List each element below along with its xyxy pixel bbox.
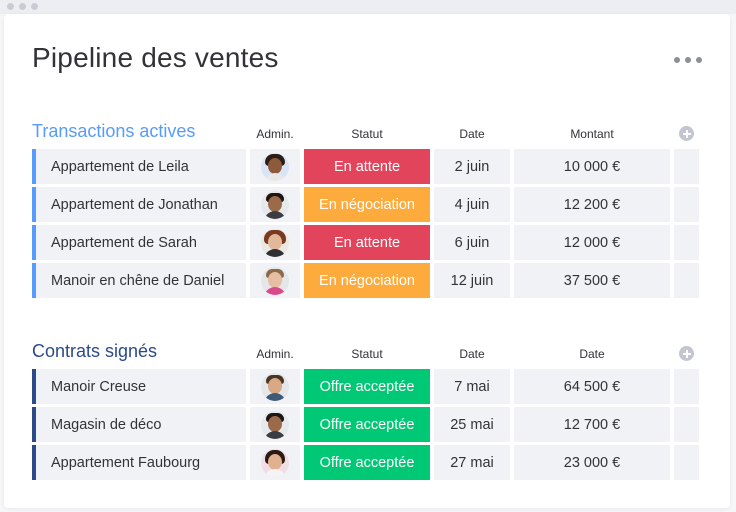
group-title[interactable]: Contrats signés: [32, 341, 158, 361]
date-cell[interactable]: 7 mai: [434, 369, 510, 404]
empty-cell[interactable]: [674, 187, 699, 222]
window-titlebar: [0, 0, 736, 14]
amount-cell[interactable]: 64 500 €: [514, 369, 670, 404]
avatar-woman-dark-hair-icon: [261, 448, 289, 477]
add-column-icon[interactable]: [679, 346, 694, 361]
table-row[interactable]: Appartement Faubourg Offre acceptée 27 m…: [0, 445, 736, 480]
amount-cell[interactable]: 10 000 €: [514, 149, 670, 184]
date-cell[interactable]: 27 mai: [434, 445, 510, 480]
empty-cell[interactable]: [674, 369, 699, 404]
table-row[interactable]: Appartement de Leila En attente 2 juin 1…: [0, 149, 736, 184]
column-header-amount[interactable]: Montant: [570, 127, 614, 141]
avatar-man-beard-icon: [261, 190, 289, 219]
admin-cell[interactable]: [250, 445, 300, 480]
avatar-woman-red-hair-icon: [261, 228, 289, 257]
status-label[interactable]: En négociation: [304, 187, 430, 222]
amount-cell[interactable]: 37 500 €: [514, 263, 670, 298]
admin-cell[interactable]: [250, 149, 300, 184]
avatar-man-short-hair-icon: [261, 372, 289, 401]
admin-cell[interactable]: [250, 263, 300, 298]
column-header-amount[interactable]: Date: [579, 347, 605, 361]
admin-cell[interactable]: [250, 225, 300, 260]
avatar-woman-curly-icon: [261, 152, 289, 181]
status-label[interactable]: En attente: [304, 149, 430, 184]
status-label[interactable]: Offre acceptée: [304, 407, 430, 442]
item-name[interactable]: Magasin de déco: [32, 407, 246, 442]
empty-cell[interactable]: [674, 149, 699, 184]
amount-cell[interactable]: 23 000 €: [514, 445, 670, 480]
item-name[interactable]: Appartement de Sarah: [32, 225, 246, 260]
status-label[interactable]: Offre acceptée: [304, 445, 430, 480]
window-dot-icon[interactable]: [7, 3, 14, 10]
add-column-icon[interactable]: [679, 126, 694, 141]
empty-cell[interactable]: [674, 263, 699, 298]
status-label[interactable]: Offre acceptée: [304, 369, 430, 404]
amount-cell[interactable]: 12 000 €: [514, 225, 670, 260]
empty-cell[interactable]: [674, 445, 699, 480]
amount-cell[interactable]: 12 200 €: [514, 187, 670, 222]
column-header-status[interactable]: Statut: [351, 127, 383, 141]
date-cell[interactable]: 4 juin: [434, 187, 510, 222]
table-row[interactable]: Magasin de déco Offre acceptée 25 mai 12…: [0, 407, 736, 442]
status-label[interactable]: En attente: [304, 225, 430, 260]
table-row[interactable]: Appartement de Jonathan En négociation 4…: [0, 187, 736, 222]
column-header-admin[interactable]: Admin.: [256, 127, 294, 141]
page-title: Pipeline des ventes: [32, 42, 279, 73]
empty-cell[interactable]: [674, 225, 699, 260]
window-dot-icon[interactable]: [19, 3, 26, 10]
empty-cell[interactable]: [674, 407, 699, 442]
item-name[interactable]: Appartement de Leila: [32, 149, 246, 184]
date-cell[interactable]: 25 mai: [434, 407, 510, 442]
window-dot-icon[interactable]: [31, 3, 38, 10]
date-cell[interactable]: 12 juin: [434, 263, 510, 298]
group-title[interactable]: Transactions actives: [32, 121, 196, 141]
item-name[interactable]: Manoir Creuse: [32, 369, 246, 404]
avatar-man-beard-icon: [261, 410, 289, 439]
item-name[interactable]: Manoir en chêne de Daniel: [32, 263, 246, 298]
avatar-man-light-hair-icon: [261, 266, 289, 295]
table-row[interactable]: Appartement de Sarah En attente 6 juin 1…: [0, 225, 736, 260]
date-cell[interactable]: 6 juin: [434, 225, 510, 260]
item-name[interactable]: Appartement de Jonathan: [32, 187, 246, 222]
column-header-admin[interactable]: Admin.: [256, 347, 294, 361]
table-row[interactable]: Manoir en chêne de Daniel En négociation…: [0, 263, 736, 298]
column-header-date[interactable]: Date: [459, 127, 485, 141]
admin-cell[interactable]: [250, 187, 300, 222]
date-cell[interactable]: 2 juin: [434, 149, 510, 184]
more-options-icon[interactable]: [674, 52, 702, 68]
status-label[interactable]: En négociation: [304, 263, 430, 298]
column-header-date[interactable]: Date: [459, 347, 485, 361]
amount-cell[interactable]: 12 700 €: [514, 407, 670, 442]
item-name[interactable]: Appartement Faubourg: [32, 445, 246, 480]
admin-cell[interactable]: [250, 407, 300, 442]
table-row[interactable]: Manoir Creuse Offre acceptée 7 mai 64 50…: [0, 369, 736, 404]
column-header-status[interactable]: Statut: [351, 347, 383, 361]
admin-cell[interactable]: [250, 369, 300, 404]
